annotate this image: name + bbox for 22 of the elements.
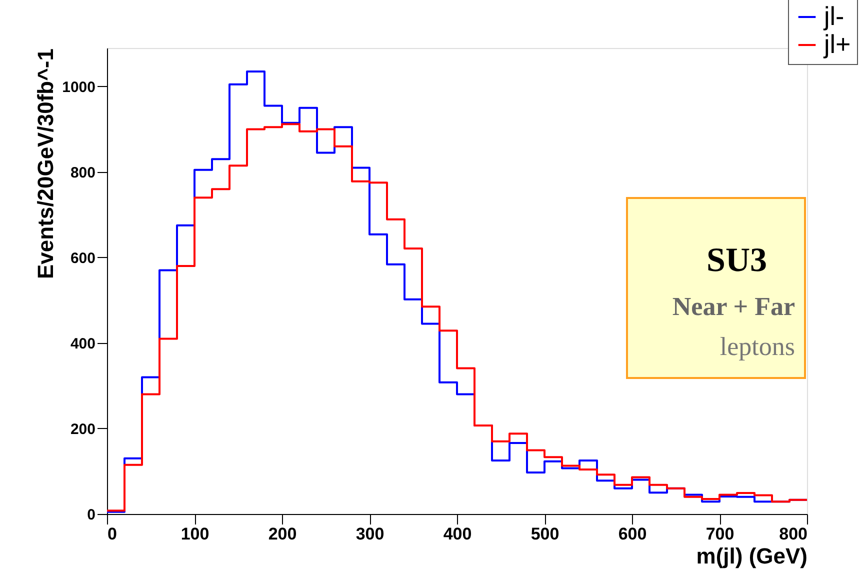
x-tick-label: 300 bbox=[356, 524, 384, 544]
x-tick-label: 800 bbox=[779, 524, 808, 544]
legend-label: jl+ bbox=[823, 29, 851, 59]
y-tick-label: 0 bbox=[87, 506, 96, 524]
x-tick-label: 700 bbox=[706, 524, 734, 544]
legend-label: jl- bbox=[823, 1, 844, 31]
annotation: SU3 bbox=[706, 242, 767, 279]
x-tick-label: 500 bbox=[530, 524, 560, 544]
y-tick-label: 1000 bbox=[62, 78, 96, 96]
annotation: Near + Far bbox=[672, 292, 795, 321]
y-tick-label: 600 bbox=[70, 250, 96, 267]
x-tick-label: 400 bbox=[443, 524, 472, 544]
x-tick-label: 200 bbox=[268, 524, 297, 544]
y-axis-title: Events/20GeV/30fb^-1 bbox=[33, 48, 58, 280]
annotation: leptons bbox=[720, 332, 795, 361]
y-tick-label: 400 bbox=[70, 335, 96, 352]
x-tick-label: 600 bbox=[618, 524, 647, 544]
y-tick-label: 800 bbox=[70, 164, 96, 182]
x-axis-title: m(jl) (GeV) bbox=[696, 544, 808, 568]
y-tick-label: 200 bbox=[70, 420, 96, 438]
x-tick-label: 100 bbox=[180, 524, 210, 544]
x-tick-label: 0 bbox=[108, 524, 117, 544]
